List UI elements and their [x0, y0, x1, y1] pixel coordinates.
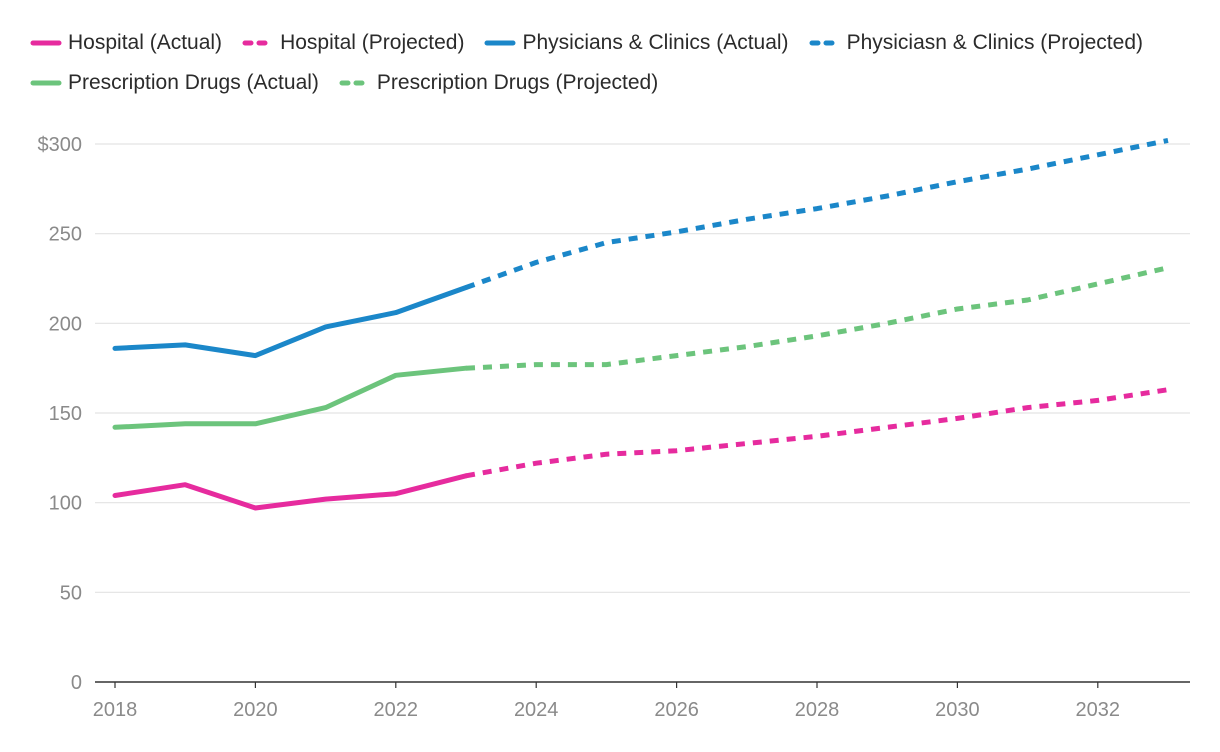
x-tick-label: 2028: [795, 699, 840, 721]
gridlines: [95, 143, 1190, 593]
y-tick-label: 50: [60, 582, 82, 604]
y-tick-label: 200: [49, 313, 82, 335]
x-tick-label: 2032: [1076, 699, 1121, 721]
legend-swatch-drugs-actual: [30, 80, 62, 86]
y-tick-label: 150: [49, 403, 82, 425]
legend-item-hospital-projected[interactable]: Hospital (Projected): [242, 30, 464, 56]
series-line-physiciasn-clinics-projected[interactable]: [465, 137, 1169, 290]
x-tick-label: 2030: [935, 699, 980, 721]
series-line-hospital-actual[interactable]: [112, 473, 469, 511]
x-tick-label: 2026: [654, 699, 699, 721]
legend-swatch-hospital-projected: [242, 40, 274, 46]
y-tick-label: 0: [71, 672, 82, 694]
legend-swatch-drugs-projected: [339, 80, 371, 86]
series-line-prescription-drugs-actual[interactable]: [112, 365, 469, 430]
axes: 0 50 100 150 200 250 $300 2018 2020 2022 2024 2026 2…: [38, 134, 1190, 721]
legend-item-drugs-actual[interactable]: Prescription Drugs (Actual): [30, 70, 319, 96]
legend-item-physicians-projected[interactable]: Physiciasn & Clinics (Projected): [809, 30, 1143, 56]
legend-label-physicians-actual: Physicians & Clinics (Actual): [522, 31, 789, 54]
x-tick-label: 2024: [514, 699, 559, 721]
legend-label-drugs-projected: Prescription Drugs (Projected): [376, 71, 659, 94]
legend-swatch-hospital-actual: [30, 40, 62, 46]
legend-swatch-physicians-projected: [809, 40, 841, 46]
legend-label-hospital-actual: Hospital (Actual): [68, 31, 223, 54]
series-line-physicians-clinics-actual[interactable]: [112, 285, 469, 359]
legend-label-drugs-actual: Prescription Drugs (Actual): [68, 71, 319, 94]
chart-legend: Hospital (Actual) Hospital (Projected) P…: [30, 30, 1200, 96]
y-tick-label: 100: [49, 493, 82, 515]
legend-item-drugs-projected[interactable]: Prescription Drugs (Projected): [339, 70, 658, 96]
series-line-prescription-drugs-projected[interactable]: [465, 265, 1169, 371]
series-lines: [112, 137, 1169, 511]
legend-item-hospital-actual[interactable]: Hospital (Actual): [30, 30, 222, 56]
legend-item-physicians-actual[interactable]: Physicians & Clinics (Actual): [484, 30, 789, 56]
y-tick-label: $300: [38, 134, 83, 156]
series-line-hospital-projected[interactable]: [465, 387, 1169, 479]
x-tick-label: 2022: [374, 699, 419, 721]
legend-label-physicians-projected: Physiciasn & Clinics (Projected): [846, 31, 1143, 54]
y-tick-label: 250: [49, 224, 82, 246]
x-tick-label: 2020: [233, 699, 278, 721]
x-tick-label: 2018: [93, 699, 138, 721]
legend-swatch-physicians-actual: [484, 40, 516, 46]
legend-label-hospital-projected: Hospital (Projected): [280, 31, 465, 54]
